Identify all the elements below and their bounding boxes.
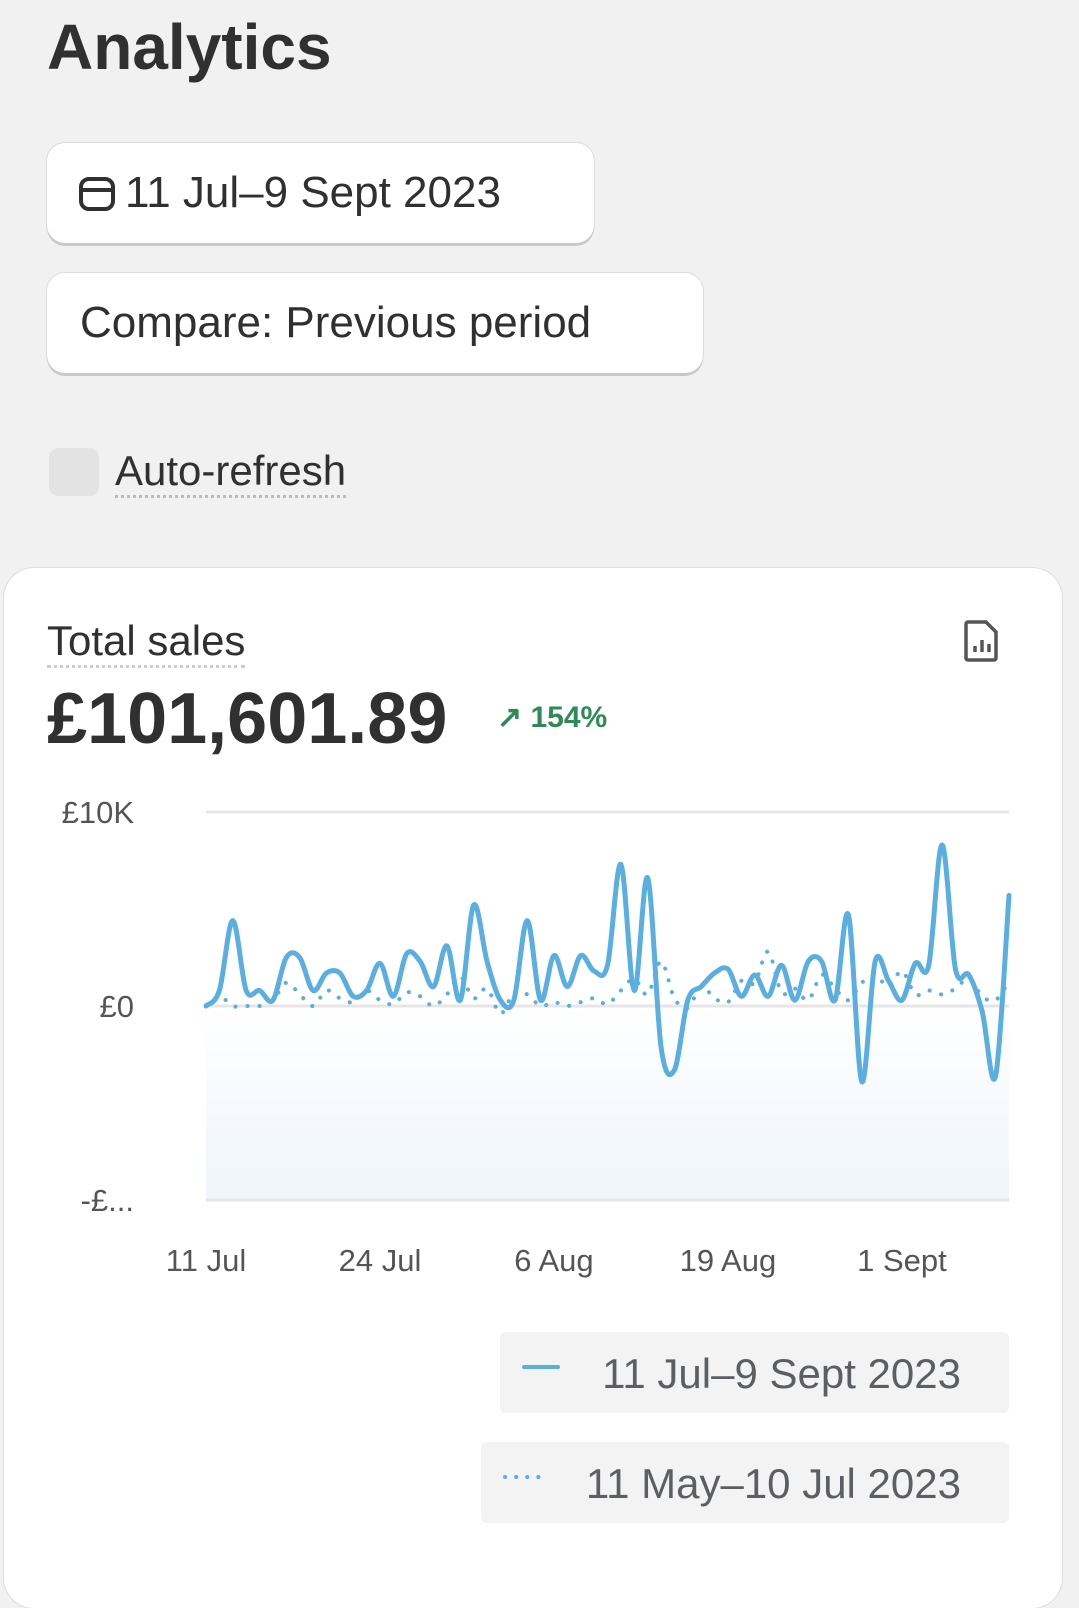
- page-title: Analytics: [47, 11, 332, 83]
- x-tick-label: 1 Sept: [857, 1243, 947, 1278]
- line: [203, 842, 1012, 1085]
- metric-change: ↗ 154%: [497, 701, 608, 734]
- compare-button[interactable]: Compare: Previous period: [47, 273, 703, 373]
- x-tick-label: 6 Aug: [514, 1243, 593, 1278]
- legend-label: 11 Jul–9 Sept 2023: [602, 1350, 961, 1397]
- date-button[interactable]: 11 Jul–9 Sept 2023: [47, 143, 594, 243]
- checkbox[interactable]: [49, 448, 99, 496]
- x-tick-label: 24 Jul: [339, 1243, 422, 1278]
- checkbox-label[interactable]: Auto-refresh: [115, 447, 347, 498]
- date-range: 11 Jul–9 Sept 2023: [125, 168, 501, 217]
- x-tick-label: 19 Aug: [680, 1243, 777, 1278]
- area-shade: [206, 1005, 1009, 1200]
- change-value: 154%: [530, 701, 608, 734]
- report-icon: [964, 620, 998, 662]
- legend-item: [500, 1332, 1009, 1413]
- calendar-icon: [79, 177, 115, 211]
- legend-label: 11 May–10 Jul 2023: [586, 1460, 961, 1507]
- y-tick-label: £10K: [62, 795, 135, 830]
- metric-value: £101,601.89: [47, 679, 448, 759]
- metric-label[interactable]: Total sales: [47, 617, 246, 668]
- y-tick-label: £0: [100, 989, 134, 1024]
- x-tick-label: 11 Jul: [166, 1243, 246, 1278]
- legend-item: [481, 1442, 1009, 1523]
- y-tick-label: -£...: [81, 1183, 134, 1218]
- compare-label: Compare: Previous period: [80, 298, 592, 347]
